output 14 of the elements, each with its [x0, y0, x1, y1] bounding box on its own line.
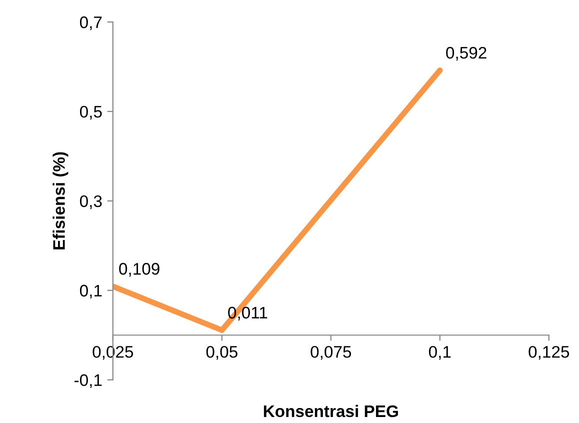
x-tick-label: 0,025 — [92, 346, 134, 360]
x-tick-label: 0,075 — [310, 346, 352, 360]
data-label: 0,109 — [119, 262, 160, 277]
y-tick-label: 0,5 — [80, 106, 102, 120]
x-tick-label: 0,05 — [206, 346, 238, 360]
y-tick-label: -0,1 — [74, 374, 102, 388]
x-axis-title: Konsentrasi PEG — [264, 404, 398, 418]
y-tick-label: 0,3 — [80, 195, 102, 210]
x-tick-label: 0,1 — [428, 346, 451, 360]
y-axis-title: Efisiensi (%) — [52, 152, 68, 250]
data-label: 0,592 — [446, 46, 486, 61]
y-tick-label: 0,1 — [80, 284, 102, 299]
x-tick-label: 0,125 — [528, 346, 570, 360]
y-tick-label: 0,7 — [80, 16, 102, 30]
